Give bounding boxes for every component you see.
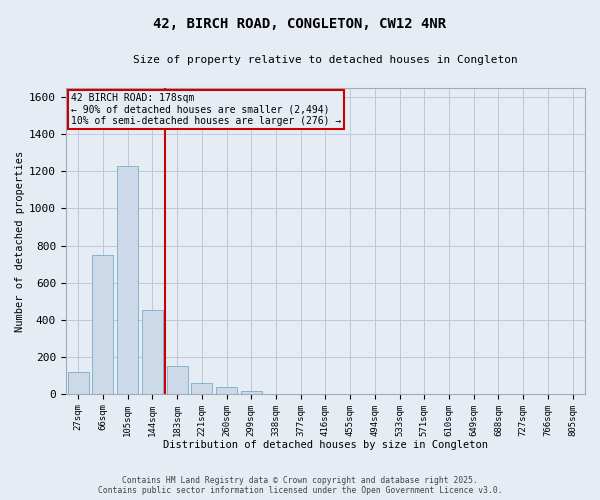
Bar bbox=[117, 166, 138, 394]
Text: 42 BIRCH ROAD: 178sqm
← 90% of detached houses are smaller (2,494)
10% of semi-d: 42 BIRCH ROAD: 178sqm ← 90% of detached … bbox=[71, 92, 341, 126]
Bar bbox=[191, 382, 212, 394]
Bar bbox=[92, 255, 113, 394]
X-axis label: Distribution of detached houses by size in Congleton: Distribution of detached houses by size … bbox=[163, 440, 488, 450]
Bar bbox=[142, 310, 163, 394]
Bar bbox=[241, 391, 262, 394]
Y-axis label: Number of detached properties: Number of detached properties bbox=[15, 150, 25, 332]
Bar bbox=[167, 366, 188, 394]
Title: Size of property relative to detached houses in Congleton: Size of property relative to detached ho… bbox=[133, 55, 518, 65]
Text: Contains HM Land Registry data © Crown copyright and database right 2025.
Contai: Contains HM Land Registry data © Crown c… bbox=[98, 476, 502, 495]
Bar bbox=[216, 388, 237, 394]
Text: 42, BIRCH ROAD, CONGLETON, CW12 4NR: 42, BIRCH ROAD, CONGLETON, CW12 4NR bbox=[154, 18, 446, 32]
Bar bbox=[68, 372, 89, 394]
